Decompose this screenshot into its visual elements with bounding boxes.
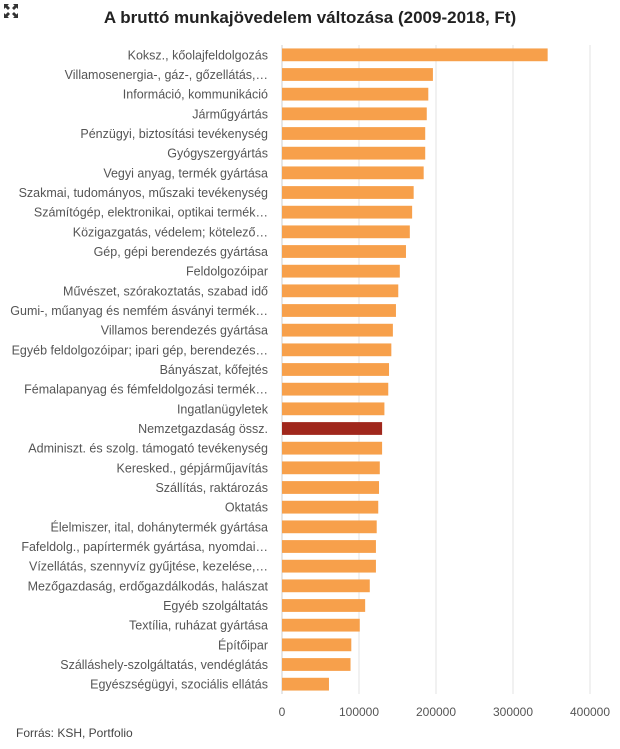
expand-arrows-icon[interactable] [3, 3, 19, 19]
category-label: Gyógyszergyártás [167, 147, 268, 161]
category-label: Szakmai, tudományos, műszaki tevékenység [19, 186, 268, 200]
x-tick-label: 200000 [416, 705, 456, 719]
category-label: Közigazgatás, védelem; kötelező… [73, 225, 268, 239]
bar [282, 618, 360, 632]
bar [282, 402, 385, 416]
bar [282, 343, 392, 357]
category-label: Gumi-, műanyag és nemfém ásványi termék… [10, 304, 268, 318]
x-tick-label: 300000 [493, 705, 533, 719]
bar [282, 559, 376, 573]
x-tick-label: 400000 [570, 705, 610, 719]
bar [282, 264, 400, 278]
bar [282, 68, 433, 81]
category-label: Pénzügyi, biztosítási tevékenység [80, 127, 268, 141]
bar [282, 225, 410, 239]
bar [282, 500, 379, 514]
bar [282, 638, 352, 652]
category-label: Textília, ruházat gyártása [129, 619, 268, 633]
category-label: Számítógép, elektronikai, optikai termék… [34, 206, 268, 220]
bar [282, 304, 396, 317]
bar [282, 382, 389, 396]
bar [282, 205, 413, 219]
category-label: Vegyi anyag, termék gyártása [103, 166, 268, 180]
bar [282, 422, 383, 435]
bar [282, 166, 424, 180]
category-label: Egyészségügyi, szociális ellátás [90, 678, 268, 692]
category-label: Egyéb feldolgozóipar; ipari gép, berende… [12, 343, 268, 357]
category-label: Adminiszt. és szolg. támogató tevékenysé… [28, 442, 268, 456]
bar [282, 677, 329, 691]
category-label: Gép, gépi berendezés gyártása [94, 245, 268, 259]
category-label: Szálláshely-szolgáltatás, vendéglátás [60, 658, 268, 672]
category-label: Mezőgazdaság, erdőgazdálkodás, halászat [28, 579, 269, 593]
category-label: Szállítás, raktározás [155, 481, 268, 495]
bar [282, 540, 376, 553]
category-label: Villamosenergia-, gáz-, gőzellátás,… [65, 68, 268, 82]
category-label: Oktatás [225, 501, 268, 515]
bar [282, 146, 426, 160]
category-label: Feldolgozóipar [186, 265, 268, 279]
category-label: Művészet, szórakoztatás, szabad idő [63, 284, 268, 298]
bar [282, 48, 548, 62]
bar [282, 127, 426, 140]
category-label: Vízellátás, szennyvíz gyűjtése, kezelése… [29, 560, 268, 574]
category-label: Élelmiszer, ital, dohánytermék gyártása [51, 519, 269, 534]
bar [282, 107, 427, 121]
category-label: Keresked., gépjárműjavítás [117, 461, 268, 475]
category-label: Nemzetgazdaság össz. [138, 422, 268, 436]
bar [282, 87, 429, 101]
bar [282, 245, 406, 258]
bar [282, 579, 370, 593]
category-label: Egyéb szolgáltatás [163, 599, 268, 613]
category-label: Építőipar [218, 637, 268, 652]
bar [282, 481, 380, 494]
chart-title: A bruttó munkajövedelem változása (2009-… [103, 8, 517, 27]
category-label: Bányászat, kőfejtés [160, 363, 268, 377]
x-tick-label: 0 [279, 705, 286, 719]
category-label: Fafeldolg., papírtermék gyártása, nyomda… [21, 540, 268, 554]
bar [282, 520, 377, 534]
bar [282, 284, 399, 298]
category-label: Információ, kommunikáció [123, 88, 268, 102]
source-note: Forrás: KSH, Portfolio [16, 726, 133, 740]
bar [282, 599, 366, 612]
bar [282, 186, 414, 199]
bar [282, 441, 383, 455]
bar [282, 363, 390, 376]
category-label: Villamos berendezés gyártása [101, 324, 268, 338]
bar [282, 323, 393, 337]
bar [282, 658, 351, 671]
category-label: Koksz., kőolajfeldolgozás [128, 48, 268, 62]
category-label: Járműgyártás [192, 107, 268, 121]
bar [282, 461, 380, 475]
category-label: Ingatlanügyletek [177, 402, 269, 416]
x-tick-label: 100000 [339, 705, 379, 719]
category-label: Fémalapanyag és fémfeldolgozási termék… [24, 383, 268, 397]
